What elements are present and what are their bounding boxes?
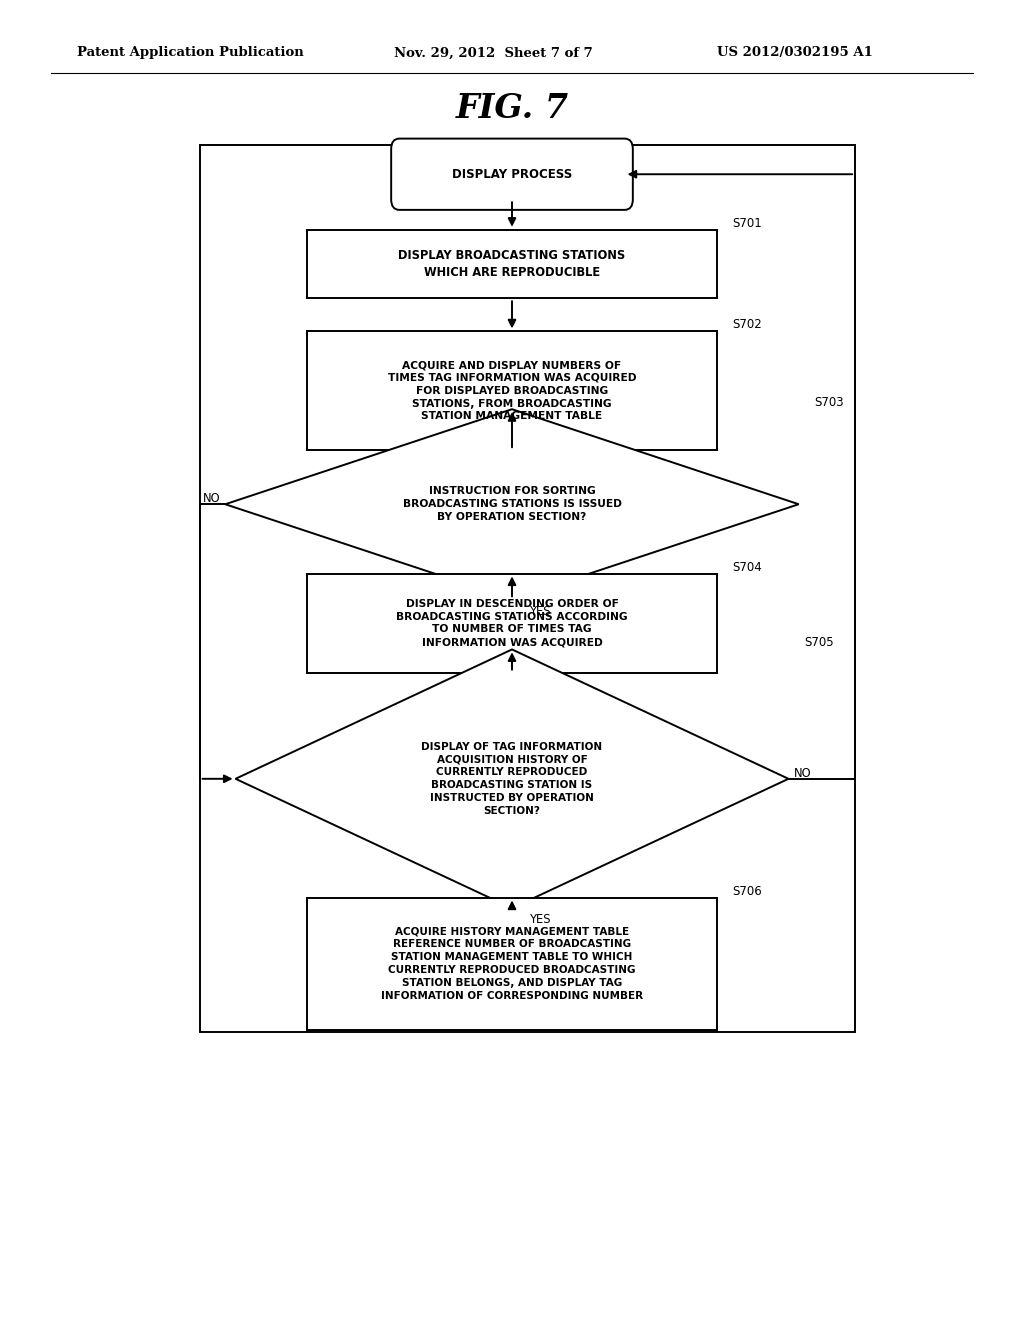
Text: S701: S701 xyxy=(732,216,762,230)
Bar xyxy=(200,145,855,1032)
Bar xyxy=(307,898,717,1030)
Polygon shape xyxy=(236,649,788,908)
Bar xyxy=(307,573,717,672)
Text: DISPLAY IN DESCENDING ORDER OF
BROADCASTING STATIONS ACCORDING
TO NUMBER OF TIME: DISPLAY IN DESCENDING ORDER OF BROADCAST… xyxy=(396,599,628,647)
Text: FIG. 7: FIG. 7 xyxy=(456,92,568,125)
Polygon shape xyxy=(225,409,799,599)
Text: Patent Application Publication: Patent Application Publication xyxy=(77,46,303,59)
Text: DISPLAY BROADCASTING STATIONS
WHICH ARE REPRODUCIBLE: DISPLAY BROADCASTING STATIONS WHICH ARE … xyxy=(398,249,626,279)
Bar xyxy=(307,331,717,450)
Text: S702: S702 xyxy=(732,318,762,331)
Text: S704: S704 xyxy=(732,561,762,573)
Text: S706: S706 xyxy=(732,884,762,898)
Text: ACQUIRE AND DISPLAY NUMBERS OF
TIMES TAG INFORMATION WAS ACQUIRED
FOR DISPLAYED : ACQUIRE AND DISPLAY NUMBERS OF TIMES TAG… xyxy=(388,360,636,421)
Text: S703: S703 xyxy=(814,396,844,409)
FancyBboxPatch shape xyxy=(391,139,633,210)
Text: INSTRUCTION FOR SORTING
BROADCASTING STATIONS IS ISSUED
BY OPERATION SECTION?: INSTRUCTION FOR SORTING BROADCASTING STA… xyxy=(402,487,622,521)
Text: ACQUIRE HISTORY MANAGEMENT TABLE
REFERENCE NUMBER OF BROADCASTING
STATION MANAGE: ACQUIRE HISTORY MANAGEMENT TABLE REFEREN… xyxy=(381,927,643,1001)
Text: S705: S705 xyxy=(804,636,834,649)
Text: US 2012/0302195 A1: US 2012/0302195 A1 xyxy=(717,46,872,59)
Text: Nov. 29, 2012  Sheet 7 of 7: Nov. 29, 2012 Sheet 7 of 7 xyxy=(394,46,593,59)
Text: DISPLAY OF TAG INFORMATION
ACQUISITION HISTORY OF
CURRENTLY REPRODUCED
BROADCAST: DISPLAY OF TAG INFORMATION ACQUISITION H… xyxy=(422,742,602,816)
Bar xyxy=(307,230,717,298)
Text: YES: YES xyxy=(530,605,552,618)
Text: NO: NO xyxy=(203,492,220,506)
Text: YES: YES xyxy=(530,913,552,927)
Text: DISPLAY PROCESS: DISPLAY PROCESS xyxy=(452,168,572,181)
Text: NO: NO xyxy=(794,767,811,780)
